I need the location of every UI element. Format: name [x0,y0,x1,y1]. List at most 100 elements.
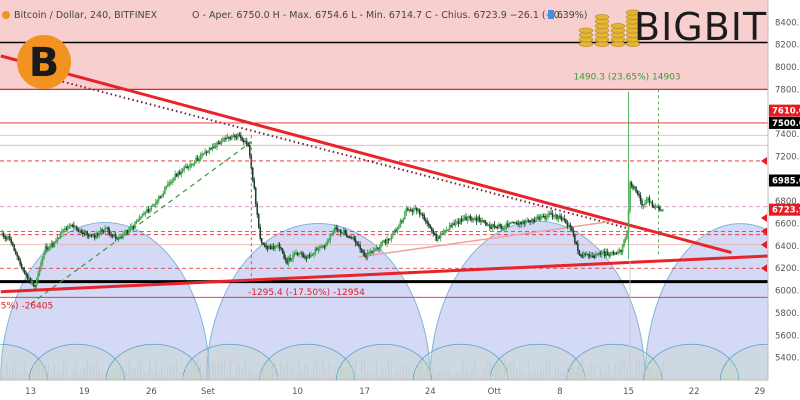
candle-body [177,171,179,177]
candle-271 [404,210,406,220]
candle-body [196,157,199,161]
candle-407 [606,248,609,256]
candle-56 [83,229,86,237]
candle-body [319,246,321,249]
candle-body [630,182,633,187]
candle-body [338,229,341,232]
volume-bar-246 [366,372,369,380]
candle-body [392,232,394,235]
candle-body [247,144,250,147]
volume-bar-96 [143,371,145,380]
candle-body [161,195,163,198]
candle-89 [132,224,135,231]
candle-body [31,280,33,283]
candle-282 [420,212,423,216]
candle-128 [190,163,193,168]
candle-body [325,243,327,247]
candle-328 [489,221,491,231]
candle-219 [326,238,329,247]
candle-387 [577,240,579,255]
coin [594,14,610,20]
coin [610,23,626,29]
candle-78 [116,236,118,240]
candle-67 [99,227,102,235]
candle-385 [574,233,576,245]
x-tick-17: 17 [359,387,370,397]
candle-body [423,215,426,220]
volume-bar-310 [462,358,464,380]
candle-body [144,212,147,214]
volume-bar-370 [551,375,554,380]
candle-395 [589,251,591,260]
candle-6 [8,233,11,242]
cycle-arc-2 [429,220,646,381]
volume-bar-170 [253,372,255,380]
candle-body [241,137,244,141]
y-tick-6200: 6200.0 [775,264,800,274]
volume-bar-208 [310,373,312,380]
volume-bar-52 [77,373,79,380]
volume-bar-18 [26,373,29,380]
volume-bar-244 [364,358,366,380]
candle-270 [402,217,405,224]
candle-body [511,221,514,224]
volume-bar-4 [6,361,8,380]
candle-266 [396,226,399,235]
candle-140 [208,146,211,155]
volume-bar-220 [328,364,330,380]
candle-35 [52,240,54,249]
candle-body [618,249,621,252]
candle-body [402,218,405,222]
candle-body [165,185,168,189]
candle-body [113,234,115,237]
candle-316 [471,216,473,223]
volume-bar-306 [456,371,458,380]
candle-194 [289,254,291,262]
candle-body [363,252,366,257]
candle-body [265,246,267,248]
candle-167 [249,141,251,159]
candle-body [147,209,150,212]
indicator-count-icon[interactable] [548,10,554,19]
candle-402 [599,250,602,258]
candle-32 [47,246,50,252]
volume-bar-224 [334,367,336,380]
candle-37 [55,238,57,244]
volume-bar-328 [489,359,491,380]
volume-bar-364 [542,366,545,380]
candle-351 [523,219,525,228]
volume-bar-286 [426,365,428,380]
candle-body [623,239,625,246]
candle-305 [454,218,457,228]
y-tick-6800: 6800.0 [775,197,800,207]
candle-200 [298,252,300,258]
header-instrument: Bitcoin / Dollar, 240, BITFINEX [14,10,158,21]
candle-61 [90,233,93,238]
candle-body [310,254,312,258]
volume-bar-320 [477,370,479,380]
candle-201 [299,251,302,255]
candle-413 [615,251,618,255]
candle-101 [150,204,153,212]
candle-body [551,213,554,218]
volume-bar-90 [134,368,136,380]
candle-336 [501,223,503,232]
candle-body [466,217,469,221]
candle-239 [356,241,358,247]
candle-body [512,221,515,224]
candle-389 [580,253,582,258]
candle-body [378,247,381,250]
volume-bar-154 [229,362,231,380]
volume-bar-322 [480,375,482,380]
candle-241 [359,241,361,253]
candle-body [96,233,99,236]
volume-bar-256 [381,367,384,380]
candle-body [316,248,318,251]
candle-body [184,166,187,168]
candle-251 [374,247,376,252]
candle-176 [262,242,264,246]
candle-331 [493,220,496,230]
cycle-arc-0 [0,221,211,381]
volume-bar-142 [211,358,214,380]
